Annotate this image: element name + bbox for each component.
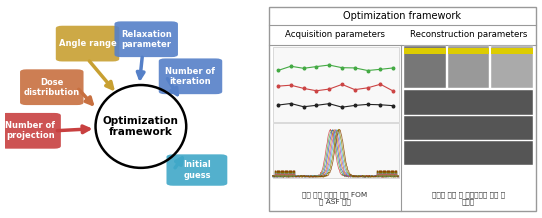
Bar <box>404 46 446 88</box>
Text: Reconstruction parameters: Reconstruction parameters <box>410 30 527 39</box>
Text: Optimization
framework: Optimization framework <box>103 116 179 137</box>
Text: 재구성 변수 및 알고리즘에 따른 영
상비교: 재구성 변수 및 알고리즘에 따른 영 상비교 <box>432 191 505 206</box>
Bar <box>492 46 533 88</box>
Text: 촬영 획득 조건에 따른 FOM
및 ASF 평가: 촬영 획득 조건에 따른 FOM 및 ASF 평가 <box>302 191 367 206</box>
Bar <box>448 48 489 54</box>
Text: Number of
projection: Number of projection <box>5 121 55 140</box>
FancyBboxPatch shape <box>166 154 227 186</box>
Bar <box>448 46 489 88</box>
Text: Dose
distribution: Dose distribution <box>24 78 80 97</box>
FancyBboxPatch shape <box>159 58 222 94</box>
Text: Optimization framework: Optimization framework <box>343 11 461 21</box>
Bar <box>404 48 446 54</box>
Text: Relaxation
parameter: Relaxation parameter <box>121 30 172 49</box>
Bar <box>492 48 533 54</box>
Text: Initial
guess: Initial guess <box>183 160 211 180</box>
Bar <box>273 123 398 178</box>
FancyBboxPatch shape <box>0 113 61 149</box>
Text: Angle range: Angle range <box>59 39 117 48</box>
Bar <box>404 141 533 165</box>
FancyBboxPatch shape <box>56 26 119 61</box>
Bar <box>404 90 533 115</box>
Text: Acquisition parameters: Acquisition parameters <box>285 30 385 39</box>
Text: Number of
iteration: Number of iteration <box>165 67 216 86</box>
Bar <box>273 47 398 122</box>
Bar <box>404 116 533 140</box>
FancyBboxPatch shape <box>114 21 178 57</box>
FancyBboxPatch shape <box>20 69 83 105</box>
Bar <box>269 7 535 211</box>
